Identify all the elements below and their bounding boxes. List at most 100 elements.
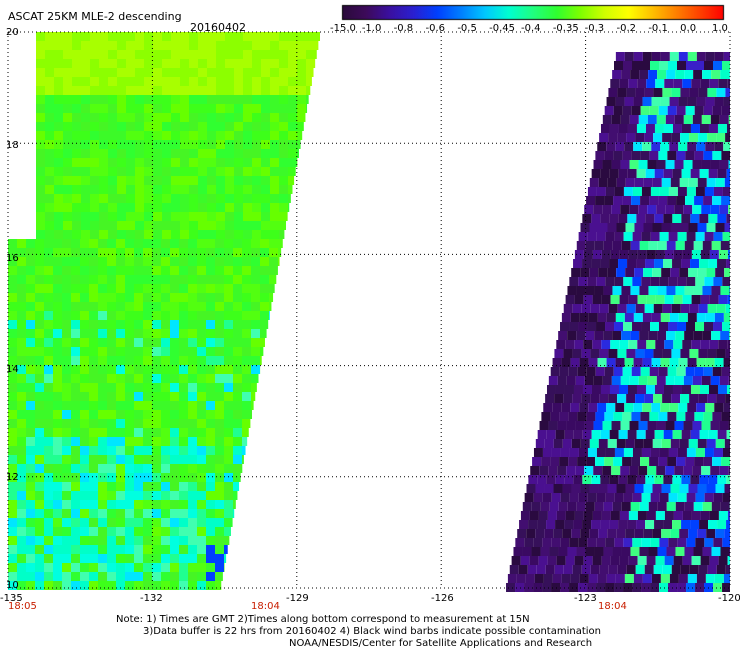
swath-cell-right (674, 421, 684, 430)
swath-cell-right (546, 385, 556, 394)
swath-cell-left (135, 32, 144, 41)
swath-cell-right (668, 277, 678, 286)
swath-cell-left (45, 203, 54, 212)
swath-cell-left (297, 68, 306, 77)
swath-cell-right (601, 250, 611, 259)
swath-cell-right (709, 250, 719, 259)
swath-cell-right (539, 466, 549, 475)
swath-cell-left (261, 113, 270, 122)
swath-cell-right (591, 520, 601, 529)
swath-cell-left (171, 221, 180, 230)
swath-cell-right (711, 70, 721, 79)
swath-cell-left (35, 401, 44, 410)
swath-cell-right (560, 493, 570, 502)
swath-cell-left (45, 158, 54, 167)
swath-cell-right (683, 421, 693, 430)
swath-cell-right (573, 385, 583, 394)
swath-cell-left (279, 131, 288, 140)
swath-cell-right (639, 331, 649, 340)
swath-cell-left (252, 41, 261, 50)
swath-cell-right (725, 133, 730, 142)
swath-cell-right (655, 556, 665, 565)
swath-cell-right (569, 538, 579, 547)
swath-cell-left (17, 338, 26, 347)
swath-cell-left (279, 158, 288, 167)
swath-cell-left (170, 392, 179, 401)
swath-cell-left (53, 500, 62, 509)
swath-cell-left (26, 347, 35, 356)
swath-cell-left (225, 32, 234, 41)
swath-cell-left (80, 491, 89, 500)
swath-cell-left (80, 401, 89, 410)
swath-cell-left (198, 113, 207, 122)
swath-cell-right (592, 340, 602, 349)
swath-cell-left (206, 482, 215, 491)
swath-cell-right (638, 376, 648, 385)
swath-cell-left (170, 302, 179, 311)
swath-cell-left (144, 167, 153, 176)
swath-cell-right (705, 574, 715, 583)
swath-cell-right (697, 268, 707, 277)
swath-cell-left (53, 356, 62, 365)
swath-cell-right (716, 394, 726, 403)
swath-cell-left (234, 77, 243, 86)
swath-cell-left (161, 365, 170, 374)
swath-cell-left (171, 50, 180, 59)
swath-cell-right (561, 403, 571, 412)
swath-cell-right (673, 79, 683, 88)
footer-note-2: 3)Data buffer is 22 hrs from 20160402 4)… (143, 626, 601, 637)
swath-cell-right (643, 178, 653, 187)
swath-cell-right (612, 502, 622, 511)
swath-cell-right (648, 70, 658, 79)
swath-cell-left (261, 212, 270, 221)
footer-note-1: Note: 1) Times are GMT 2)Times along bot… (116, 614, 530, 625)
swath-cell-left (161, 383, 170, 392)
swath-cell-right (563, 349, 573, 358)
swath-cell-left (197, 491, 206, 500)
swath-cell-right (654, 520, 664, 529)
swath-cell-left (171, 176, 180, 185)
swath-cell-right (695, 61, 705, 70)
swath-cell-left (224, 437, 233, 446)
swath-cell-left (71, 266, 80, 275)
swath-cell-left (62, 500, 71, 509)
swath-cell-left (161, 257, 170, 266)
swath-cell-right (654, 169, 664, 178)
swath-cell-left (44, 284, 53, 293)
swath-cell-left (279, 104, 288, 113)
swath-cell-left (143, 437, 152, 446)
swath-cell-left (170, 365, 179, 374)
swath-cell-right (647, 160, 657, 169)
swath-cell-left (143, 311, 152, 320)
swath-cell-left (26, 257, 35, 266)
swath-cell-left (206, 266, 215, 275)
swath-cell-left (63, 212, 72, 221)
swath-cell-left (90, 221, 99, 230)
swath-cell-left (215, 284, 224, 293)
swath-cell-left (26, 581, 35, 590)
swath-cell-right (708, 475, 718, 484)
swath-cell-right (608, 565, 618, 574)
swath-cell-left (98, 428, 107, 437)
swath-cell-right (615, 358, 625, 367)
swath-cell-left (225, 140, 234, 149)
swath-cell-left (72, 149, 81, 158)
swath-cell-left (8, 383, 17, 392)
swath-cell-left (126, 68, 135, 77)
swath-cell-right (711, 502, 721, 511)
swath-cell-left (224, 518, 233, 527)
swath-cell-right (602, 205, 612, 214)
swath-cell-left (108, 203, 117, 212)
swath-cell-left (171, 122, 180, 131)
swath-cell-left (116, 266, 125, 275)
swath-cell-left (80, 248, 89, 257)
swath-cell-right (552, 358, 562, 367)
swath-cell-left (152, 581, 161, 590)
swath-cell-left (8, 284, 17, 293)
swath-cell-left (71, 239, 80, 248)
swath-cell-left (98, 374, 107, 383)
swath-cell-left (143, 257, 152, 266)
swath-cell-left (81, 77, 90, 86)
swath-cell-right (545, 565, 555, 574)
swath-cell-right (724, 268, 730, 277)
